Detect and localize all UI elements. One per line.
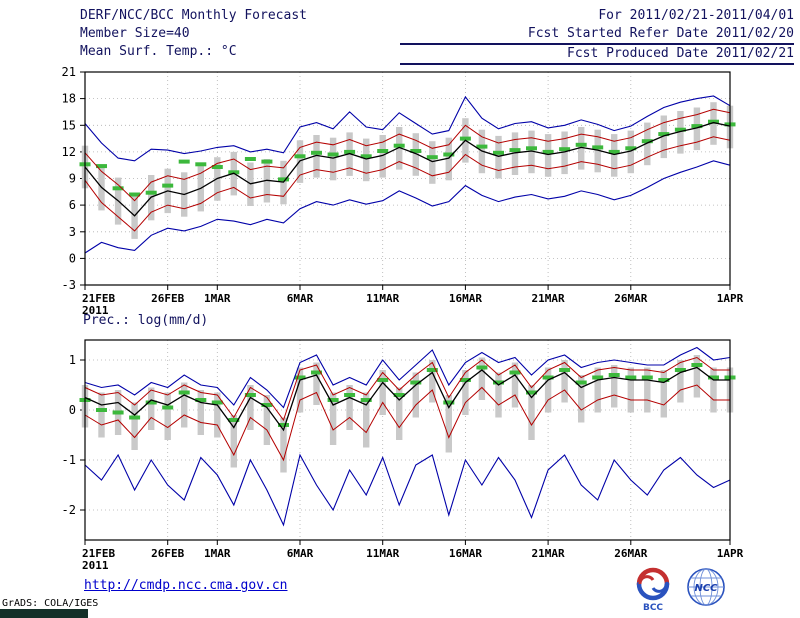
refer-date-label: Fcst Started Refer Date 2011/02/20: [400, 25, 794, 45]
svg-text:6MAR: 6MAR: [287, 547, 314, 560]
header: DERF/NCC/BCC Monthly Forecast Member Siz…: [80, 7, 794, 65]
svg-text:26FEB: 26FEB: [151, 292, 184, 305]
bcc-logo-label: BCC: [643, 603, 663, 613]
svg-text:21FEB: 21FEB: [82, 547, 115, 560]
page-title: DERF/NCC/BCC Monthly Forecast: [80, 8, 307, 23]
svg-text:1APR: 1APR: [717, 547, 744, 560]
ncc-logo: NCC: [687, 568, 725, 606]
svg-text:1APR: 1APR: [717, 292, 744, 305]
svg-text:0: 0: [69, 403, 76, 417]
svg-text:2011: 2011: [82, 559, 109, 572]
precipitation-axis-title: Prec.: log(mm/d): [83, 313, 209, 328]
produced-date-label: Fcst Produced Date 2011/02/21: [400, 45, 794, 65]
grads-credit: GrADS: COLA/IGES: [2, 598, 99, 609]
svg-text:-2: -2: [62, 503, 76, 517]
svg-text:6MAR: 6MAR: [287, 292, 314, 305]
svg-text:6: 6: [69, 198, 76, 212]
svg-text:0: 0: [69, 251, 76, 265]
svg-text:16MAR: 16MAR: [449, 292, 482, 305]
forecast-range-label: For 2011/02/21-2011/04/01: [598, 8, 794, 23]
svg-text:21MAR: 21MAR: [532, 547, 565, 560]
temperature-variable-label: Mean Surf. Temp.: °C: [80, 44, 237, 59]
svg-text:26MAR: 26MAR: [614, 292, 647, 305]
screen-artifact-bar: [0, 609, 88, 618]
svg-text:11MAR: 11MAR: [366, 292, 399, 305]
svg-text:11MAR: 11MAR: [366, 547, 399, 560]
svg-text:12: 12: [62, 145, 76, 159]
bcc-logo: BCC: [636, 567, 670, 613]
svg-text:26FEB: 26FEB: [151, 547, 184, 560]
svg-text:21MAR: 21MAR: [532, 292, 565, 305]
header-right: For 2011/02/21-2011/04/01 Fcst Started R…: [400, 7, 794, 65]
svg-text:15: 15: [62, 118, 76, 132]
svg-text:21: 21: [62, 65, 76, 79]
svg-text:1MAR: 1MAR: [204, 292, 231, 305]
svg-text:18: 18: [62, 92, 76, 106]
ncc-logo-label: NCC: [694, 583, 718, 594]
svg-text:3: 3: [69, 225, 76, 239]
svg-text:16MAR: 16MAR: [449, 547, 482, 560]
svg-text:26MAR: 26MAR: [614, 547, 647, 560]
header-left: DERF/NCC/BCC Monthly Forecast Member Siz…: [80, 7, 307, 65]
svg-text:-1: -1: [62, 453, 76, 467]
agency-logos: BCC NCC: [630, 565, 730, 613]
svg-text:9: 9: [69, 172, 76, 186]
svg-text:21FEB: 21FEB: [82, 292, 115, 305]
svg-text:-3: -3: [62, 278, 76, 292]
source-url-link[interactable]: http://cmdp.ncc.cma.gov.cn: [84, 578, 288, 593]
svg-text:2011: 2011: [82, 304, 109, 317]
svg-text:1: 1: [69, 353, 76, 367]
member-size-label: Member Size=40: [80, 26, 190, 41]
svg-text:1MAR: 1MAR: [204, 547, 231, 560]
